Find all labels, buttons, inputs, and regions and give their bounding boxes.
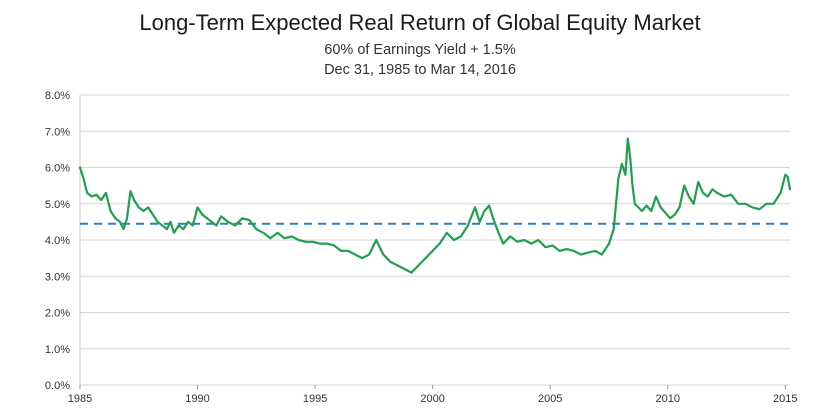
x-tick-label: 2015 xyxy=(773,393,797,405)
y-tick-label: 4.0% xyxy=(45,235,70,247)
x-tick-label: 1995 xyxy=(303,393,327,405)
chart-subtitle: 60% of Earnings Yield + 1.5% xyxy=(324,42,516,58)
y-tick-label: 0.0% xyxy=(45,380,70,392)
x-axis-ticks: 1985 1990 1995 2000 2005 2010 2015 xyxy=(68,385,798,405)
y-tick-label: 7.0% xyxy=(45,126,70,138)
chart-date-range: Dec 31, 1985 to Mar 14, 2016 xyxy=(324,62,516,78)
chart-title: Long-Term Expected Real Return of Global… xyxy=(139,10,701,35)
y-tick-label: 5.0% xyxy=(45,199,70,211)
x-tick-label: 2000 xyxy=(420,393,444,405)
y-tick-label: 1.0% xyxy=(45,344,70,356)
x-tick-label: 2010 xyxy=(656,393,680,405)
y-axis-ticks: 0.0% 1.0% 2.0% 3.0% 4.0% 5.0% 6.0% 7.0% 8.0% xyxy=(45,90,70,392)
y-tick-label: 3.0% xyxy=(45,271,70,283)
grid-lines xyxy=(79,94,790,386)
y-tick-label: 6.0% xyxy=(45,163,70,175)
series-group xyxy=(78,137,792,274)
x-tick-label: 1990 xyxy=(185,393,209,405)
series-line xyxy=(78,137,792,274)
x-tick-label: 2005 xyxy=(538,393,562,405)
x-tick-label: 1985 xyxy=(68,393,92,405)
y-tick-label: 2.0% xyxy=(45,308,70,320)
y-tick-label: 8.0% xyxy=(45,90,70,102)
